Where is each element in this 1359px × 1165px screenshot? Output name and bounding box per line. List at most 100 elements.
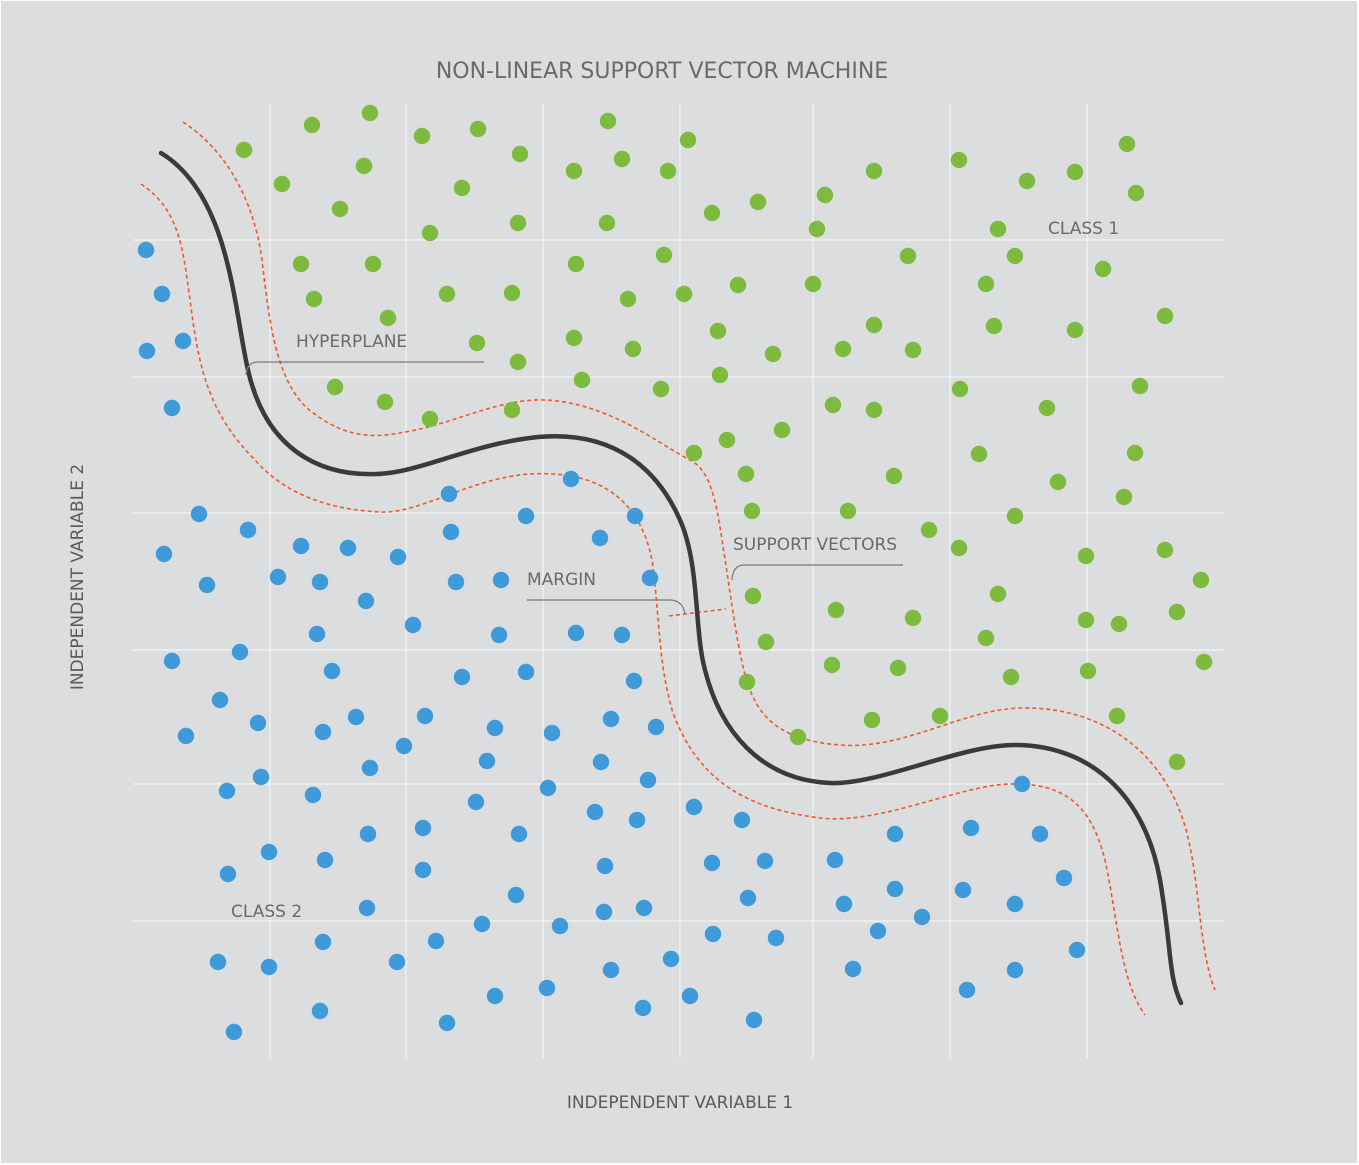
- class-1-point-61: [573, 371, 591, 389]
- hyperplane-annotation: HYPERPLANE: [296, 332, 407, 352]
- class-1-point-17: [598, 214, 616, 232]
- class-1-point-37: [675, 285, 693, 303]
- class-1-point-9: [355, 157, 373, 175]
- class-2-point-105: [538, 979, 556, 997]
- class-1-point-42: [1006, 247, 1024, 265]
- class-2-point-1: [153, 285, 171, 303]
- class-1-label: CLASS 1: [1048, 219, 1119, 239]
- class-1-point-16: [509, 214, 527, 232]
- class-2-point-39: [314, 723, 332, 741]
- class-1-point-22: [865, 162, 883, 180]
- class-1-point-82: [950, 539, 968, 557]
- class-2-point-42: [543, 724, 561, 742]
- class-1-point-36: [655, 246, 673, 264]
- class-1-point-24: [1018, 172, 1036, 190]
- class-1-point-32: [438, 285, 456, 303]
- class-1-point-4: [469, 120, 487, 138]
- class-1-point-78: [839, 502, 857, 520]
- class-1-point-95: [889, 659, 907, 677]
- class-2-point-14: [357, 592, 375, 610]
- class-2-point-61: [733, 811, 751, 829]
- class-2-point-25: [231, 643, 249, 661]
- class-2-point-76: [595, 903, 613, 921]
- class-2-point-17: [447, 573, 465, 591]
- class-1-point-56: [1066, 321, 1084, 339]
- class-1-point-46: [468, 334, 486, 352]
- class-1-point-49: [624, 340, 642, 358]
- class-1-point-47: [509, 353, 527, 371]
- class-1-point-97: [1002, 668, 1020, 686]
- class-2-point-47: [304, 786, 322, 804]
- class-2-point-93: [662, 950, 680, 968]
- class-2-point-53: [592, 753, 610, 771]
- class-2-point-58: [586, 803, 604, 821]
- class-1-point-64: [824, 396, 842, 414]
- class-1-point-40: [899, 247, 917, 265]
- class-2-point-88: [388, 953, 406, 971]
- class-1-point-20: [816, 186, 834, 204]
- class-1-point-25: [1066, 163, 1084, 181]
- class-1-point-91: [1110, 615, 1128, 633]
- class-2-point-87: [314, 933, 332, 951]
- class-1-point-81: [1115, 488, 1133, 506]
- class-1-point-60: [503, 401, 521, 419]
- class-2-point-102: [311, 1002, 329, 1020]
- class-2-point-46: [252, 768, 270, 786]
- class-1-point-86: [744, 587, 762, 605]
- hyperplane-leader: [245, 361, 484, 376]
- class-1-point-70: [718, 431, 736, 449]
- class-2-point-11: [339, 539, 357, 557]
- class-2-point-21: [591, 529, 609, 547]
- class-1-point-101: [789, 728, 807, 746]
- class-2-point-86: [260, 958, 278, 976]
- class-2-point-54: [639, 771, 657, 789]
- class-2-point-59: [628, 811, 646, 829]
- class-2-point-22: [626, 507, 644, 525]
- class-1-point-0: [235, 141, 253, 159]
- class-2-point-78: [739, 889, 757, 907]
- hyperplane-line: [158, 150, 1184, 1006]
- class-2-point-90: [473, 915, 491, 933]
- class-2-point-33: [567, 624, 585, 642]
- class-2-point-51: [467, 793, 485, 811]
- class-1-point-38: [729, 276, 747, 294]
- class-1-point-27: [1127, 184, 1145, 202]
- class-1-point-68: [1131, 377, 1149, 395]
- class-2-point-108: [745, 1011, 763, 1029]
- class-2-point-62: [260, 843, 278, 861]
- class-1-point-12: [613, 150, 631, 168]
- class-2-point-89: [427, 932, 445, 950]
- class-2-point-18: [492, 571, 510, 589]
- class-1-point-50: [709, 322, 727, 340]
- class-1-point-99: [1195, 653, 1213, 671]
- class-1-point-69: [685, 444, 703, 462]
- class-2-point-70: [886, 825, 904, 843]
- class-2-point-5: [190, 505, 208, 523]
- margin-annotation: MARGIN: [527, 570, 596, 590]
- class-2-point-0: [137, 241, 155, 259]
- class-2-point-6: [239, 521, 257, 539]
- class-2-point-41: [486, 719, 504, 737]
- class-1-point-54: [904, 341, 922, 359]
- class-1-point-84: [1156, 541, 1174, 559]
- class-2-point-65: [414, 861, 432, 879]
- class-1-point-67: [1038, 399, 1056, 417]
- class-1-point-1: [303, 116, 321, 134]
- support-vectors-leader: [731, 564, 903, 581]
- class-2-point-48: [361, 759, 379, 777]
- support-vectors-annotation: SUPPORT VECTORS: [733, 535, 897, 555]
- class-1-point-72: [737, 465, 755, 483]
- class-1-point-55: [985, 317, 1003, 335]
- class-2-point-104: [486, 987, 504, 1005]
- class-2-point-31: [404, 616, 422, 634]
- class-2-point-100: [1068, 941, 1086, 959]
- class-2-point-81: [913, 908, 931, 926]
- class-2-point-7: [155, 545, 173, 563]
- class-1-point-103: [931, 707, 949, 725]
- class-1-point-2: [361, 104, 379, 122]
- class-1-point-5: [511, 145, 529, 163]
- class-2-point-38: [347, 708, 365, 726]
- class-2-point-10: [292, 537, 310, 555]
- class-1-point-77: [743, 502, 761, 520]
